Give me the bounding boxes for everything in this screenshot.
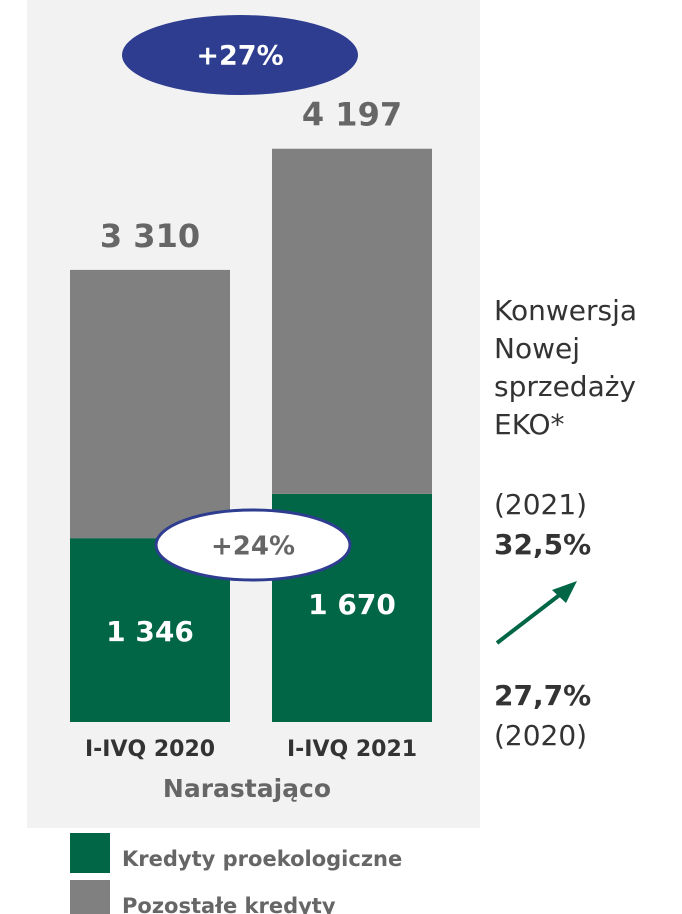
value-label: 1 346 xyxy=(106,615,194,648)
year-label: (2020) xyxy=(494,719,587,752)
side-title: EKO* xyxy=(494,408,565,441)
conversion-value: 32,5% xyxy=(494,528,591,561)
legend-label: Kredyty proekologiczne xyxy=(122,847,402,871)
bar-segment xyxy=(272,148,432,494)
value-label: 1 670 xyxy=(308,588,396,621)
year-label: (2021) xyxy=(494,488,587,521)
x-tick-label: I-IVQ 2021 xyxy=(287,737,417,762)
growth-bubble xyxy=(122,15,358,95)
side-title: sprzedaży xyxy=(494,370,636,403)
x-axis-label: Narastająco xyxy=(163,774,331,803)
side-title: Konwersja xyxy=(494,294,637,327)
growth-label: +27% xyxy=(196,41,283,72)
arrow-head xyxy=(552,581,577,603)
conversion-value: 27,7% xyxy=(494,679,591,712)
trend-arrow xyxy=(495,588,568,645)
growth-bubble xyxy=(154,508,352,582)
total-label: 4 197 xyxy=(302,96,402,134)
growth-label: +24% xyxy=(211,532,295,562)
side-title: Nowej xyxy=(494,332,580,365)
x-tick-label: I-IVQ 2020 xyxy=(85,737,215,762)
total-label: 3 310 xyxy=(100,217,200,255)
legend-label: Pozostałe kredyty xyxy=(122,894,336,914)
legend-swatch xyxy=(70,880,110,914)
bar-segment xyxy=(70,269,230,539)
legend-swatch xyxy=(70,833,110,873)
